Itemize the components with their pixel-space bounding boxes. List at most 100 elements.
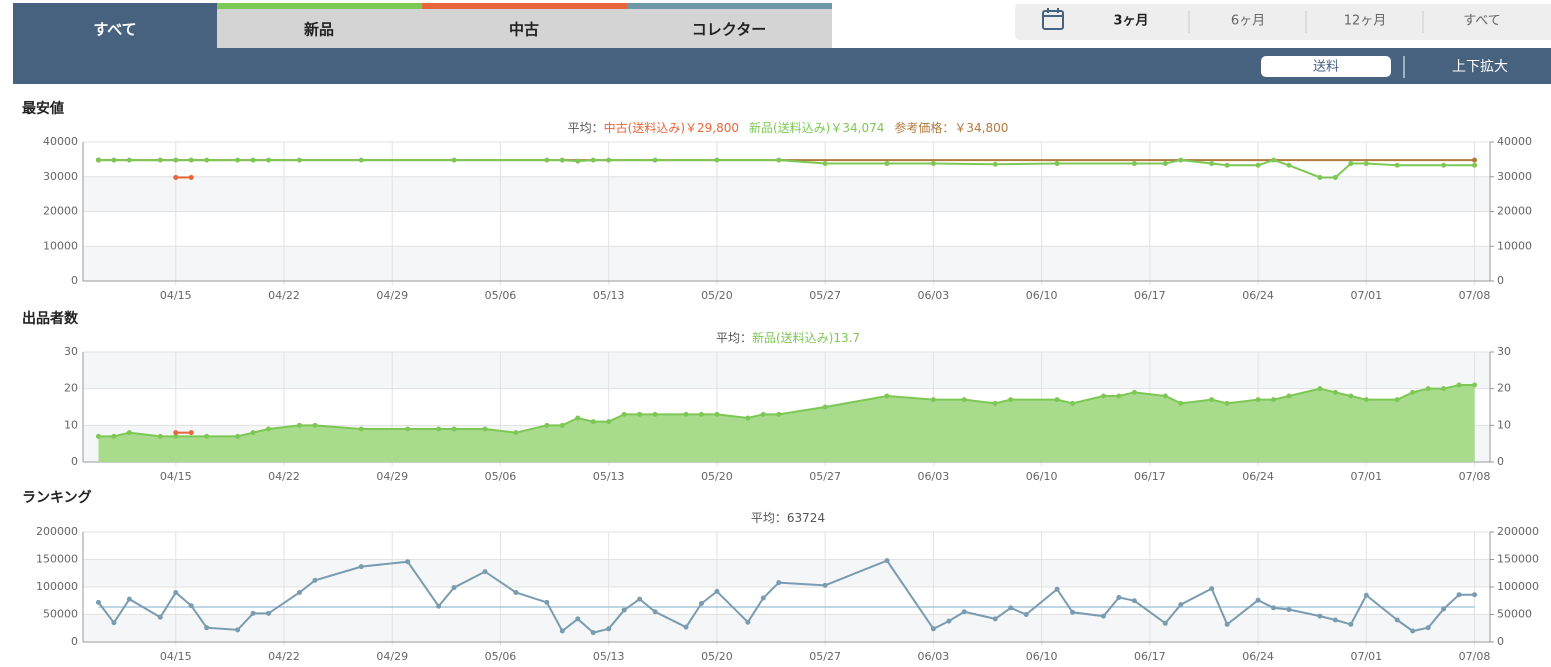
shipping-label[interactable]: 送料	[1313, 60, 1339, 75]
x-tick-label: 05/13	[593, 470, 625, 483]
point	[482, 426, 488, 432]
point	[111, 433, 117, 439]
x-tick-label: 05/06	[485, 470, 517, 483]
chart-title: 出品者数	[22, 310, 79, 327]
point	[1332, 389, 1338, 395]
shipping-toggle[interactable]	[1261, 56, 1391, 77]
tab-label[interactable]: 中古	[509, 21, 539, 39]
period-option[interactable]: 12ヶ月	[1344, 14, 1387, 29]
x-tick-label: 04/22	[268, 650, 300, 663]
tab-accent	[217, 3, 422, 9]
tab-label[interactable]: コレクター	[692, 21, 766, 39]
point	[1209, 161, 1215, 167]
point	[1317, 174, 1323, 180]
point	[266, 426, 272, 432]
point	[946, 618, 952, 624]
x-tick-label: 04/29	[376, 289, 408, 302]
point	[822, 582, 828, 588]
y-tick-label: 50000	[43, 608, 78, 621]
point	[266, 610, 272, 616]
tab-label[interactable]: すべて	[93, 21, 136, 39]
x-tick-label: 05/20	[701, 470, 733, 483]
y2-tick-label: 0	[1497, 274, 1504, 287]
point	[575, 616, 581, 622]
x-tick-label: 04/15	[160, 289, 192, 302]
point	[1286, 607, 1292, 613]
y2-tick-label: 100000	[1497, 580, 1539, 593]
point	[1209, 397, 1215, 403]
point	[235, 627, 241, 633]
point	[1472, 157, 1478, 163]
point	[1363, 592, 1369, 598]
point	[1162, 620, 1168, 626]
point	[1363, 397, 1369, 403]
y2-tick-label: 10	[1497, 418, 1511, 431]
x-tick-label: 06/03	[918, 289, 950, 302]
tab-label[interactable]: 新品	[304, 21, 334, 39]
point	[652, 157, 658, 163]
point	[1348, 161, 1354, 167]
point	[1286, 162, 1292, 168]
point	[1131, 598, 1137, 604]
point	[513, 430, 519, 436]
point	[714, 588, 720, 594]
period-option[interactable]: 6ヶ月	[1231, 14, 1265, 29]
point	[745, 619, 751, 625]
point	[482, 569, 488, 575]
point	[250, 430, 256, 436]
point	[714, 157, 720, 163]
point	[776, 580, 782, 586]
y2-tick-label: 200000	[1497, 525, 1539, 538]
point	[1456, 592, 1462, 598]
point	[1271, 397, 1277, 403]
point	[1410, 628, 1416, 634]
point	[312, 577, 318, 583]
subtitle-part: 新品(送料込み)￥34,074	[749, 120, 884, 135]
point	[1131, 161, 1137, 167]
point	[559, 628, 565, 634]
period-option[interactable]: 3ヶ月	[1113, 14, 1148, 29]
point	[436, 426, 442, 432]
point	[204, 157, 210, 163]
point	[157, 433, 163, 439]
point	[1054, 161, 1060, 167]
x-tick-label: 06/10	[1026, 470, 1058, 483]
y-tick-label: 0	[71, 635, 78, 648]
point	[296, 422, 302, 428]
point	[1224, 621, 1230, 627]
point	[173, 174, 179, 180]
tab-accent	[627, 3, 832, 9]
x-tick-label: 06/24	[1242, 289, 1274, 302]
point	[358, 564, 364, 570]
point	[884, 558, 890, 564]
point	[606, 419, 612, 425]
tab-all[interactable]	[13, 3, 217, 48]
point	[1472, 592, 1478, 598]
point	[1363, 161, 1369, 167]
point	[1116, 594, 1122, 600]
point	[204, 433, 210, 439]
x-tick-label: 07/01	[1350, 650, 1382, 663]
chart-title: ランキング	[22, 489, 92, 506]
y-tick-label: 100000	[36, 580, 78, 593]
point	[173, 590, 179, 595]
chart-subtitle: 平均：新品(送料込み)13.7	[716, 330, 860, 345]
point	[1209, 586, 1215, 592]
point	[575, 415, 581, 421]
point	[358, 426, 364, 432]
point	[1100, 393, 1106, 399]
point	[1162, 161, 1168, 167]
point	[1070, 400, 1076, 406]
point	[1100, 613, 1106, 619]
grid-band	[83, 176, 1490, 212]
point	[745, 415, 751, 421]
y-tick-label: 10000	[43, 239, 78, 252]
period-option[interactable]: すべて	[1463, 14, 1501, 29]
point	[1255, 397, 1261, 403]
series-line	[97, 559, 1475, 634]
point	[1255, 162, 1261, 168]
point	[961, 397, 967, 403]
x-tick-label: 05/20	[701, 650, 733, 663]
point	[95, 599, 101, 605]
zoom-toggle[interactable]: 上下拡大	[1452, 59, 1508, 75]
